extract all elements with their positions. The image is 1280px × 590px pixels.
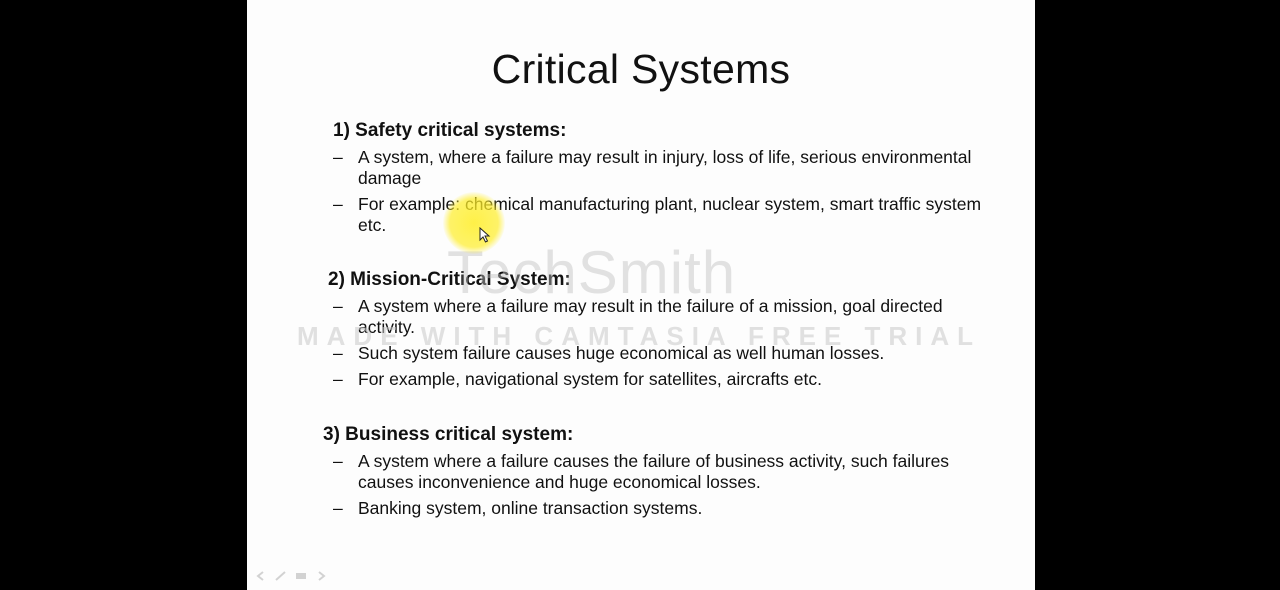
mouse-pointer-icon [479, 227, 491, 243]
slide-title: Critical Systems [491, 46, 791, 92]
list-item: – For example: chemical manufacturing pl… [333, 194, 993, 236]
bullet-dash: – [333, 369, 343, 389]
bullet-text: A system, where a failure may result in … [358, 147, 972, 188]
menu-icon[interactable] [295, 568, 307, 579]
list-item: – Such system failure causes huge econom… [333, 343, 988, 364]
list-item: – A system where a failure may result in… [333, 296, 988, 338]
list-item: – A system, where a failure may result i… [333, 147, 993, 189]
next-icon[interactable] [315, 568, 327, 581]
bullet-list: – A system, where a failure may result i… [333, 147, 993, 236]
section-business-critical: 3) Business critical system: – A system … [323, 423, 983, 524]
bullet-dash: – [333, 296, 343, 316]
bullet-dash: – [333, 498, 343, 518]
list-item: – Banking system, online transaction sys… [333, 498, 983, 519]
bullet-text: Such system failure causes huge economic… [358, 343, 885, 363]
list-item: – A system where a failure causes the fa… [333, 451, 983, 493]
bullet-dash: – [333, 451, 343, 471]
bullet-text: For example, navigational system for sat… [358, 369, 822, 389]
section-heading: 1) Safety critical systems: [333, 120, 567, 141]
bullet-text: Banking system, online transaction syste… [358, 498, 703, 518]
bullet-text: A system where a failure may result in t… [358, 296, 943, 337]
section-heading: 3) Business critical system: [323, 424, 574, 445]
watermark-brand: TechSmith [447, 239, 737, 306]
bullet-dash: – [333, 194, 343, 214]
bullet-dash: – [333, 343, 343, 363]
watermark-text: MADE WITH CAMTASIA FREE TRIAL [297, 321, 982, 351]
section-safety-critical: 1) Safety critical systems: – A system, … [333, 119, 993, 241]
slide: Critical Systems 1) Safety critical syst… [247, 0, 1035, 590]
pen-icon[interactable] [275, 568, 287, 581]
list-item: – For example, navigational system for s… [333, 369, 988, 390]
bullet-text: A system where a failure causes the fail… [358, 451, 950, 492]
section-mission-critical: 2) Mission-Critical System: – A system w… [328, 268, 988, 395]
bullet-text: For example: chemical manufacturing plan… [358, 194, 982, 235]
previous-icon[interactable] [255, 568, 267, 581]
bullet-list: – A system where a failure may result in… [333, 296, 988, 390]
bullet-dash: – [333, 147, 343, 167]
cursor-highlight [443, 192, 505, 254]
bullet-list: – A system where a failure causes the fa… [333, 451, 983, 519]
slideshow-controls[interactable] [255, 568, 327, 581]
section-heading: 2) Mission-Critical System: [328, 269, 571, 290]
